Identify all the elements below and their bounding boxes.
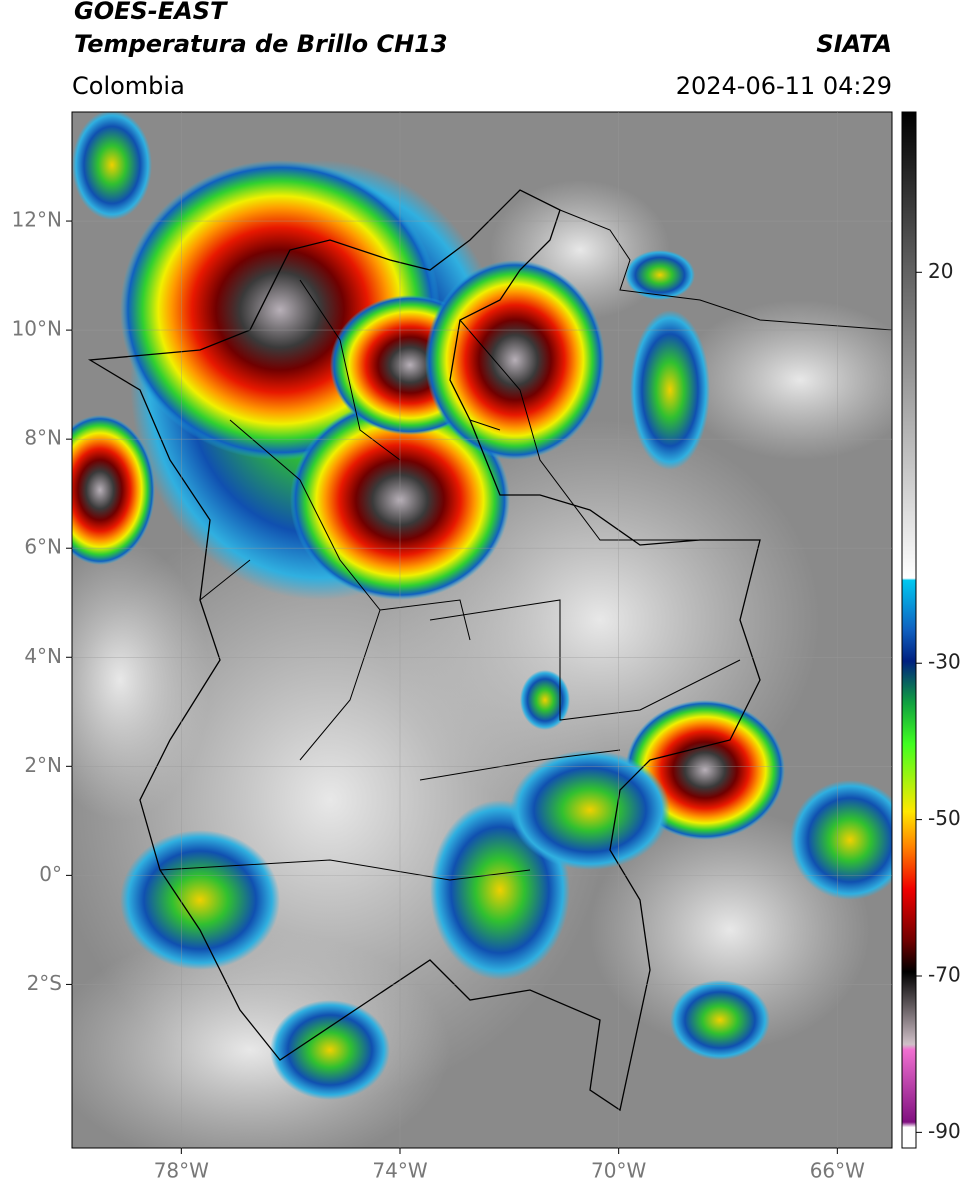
y-tick-label: 12°N — [12, 208, 62, 232]
x-tick-label: 78°W — [154, 1159, 209, 1183]
y-tick-label: 4°N — [24, 644, 62, 668]
colorbar-tick-label: -90 — [928, 1119, 961, 1143]
y-tick-label: 6°N — [24, 535, 62, 559]
colorbar-tick-label: -70 — [928, 962, 961, 986]
map-frame — [71, 111, 893, 1149]
colorbar-tick-label: -50 — [928, 806, 961, 830]
satellite-image — [72, 112, 892, 1148]
colorbar — [901, 111, 917, 1149]
subtitle: Temperatura de Brillo CH13 — [74, 30, 448, 58]
y-tick-label: 8°N — [24, 426, 62, 450]
x-tick-label: 74°W — [372, 1159, 427, 1183]
region: Colombia — [72, 72, 185, 100]
colorbar-tick-label: -30 — [928, 650, 961, 674]
x-tick-label: 70°W — [591, 1159, 646, 1183]
colorbar-tick-label: 20 — [928, 259, 953, 283]
y-tick-label: 2°N — [24, 753, 62, 777]
timestamp: 2024-06-11 04:29 — [676, 72, 892, 100]
y-tick-label: 10°N — [12, 317, 62, 341]
source: SIATA — [816, 30, 892, 58]
y-tick-label: 0° — [39, 862, 62, 886]
y-tick-label: 2°S — [27, 971, 62, 995]
x-tick-label: 66°W — [810, 1159, 865, 1183]
title: GOES-EAST — [74, 0, 228, 25]
